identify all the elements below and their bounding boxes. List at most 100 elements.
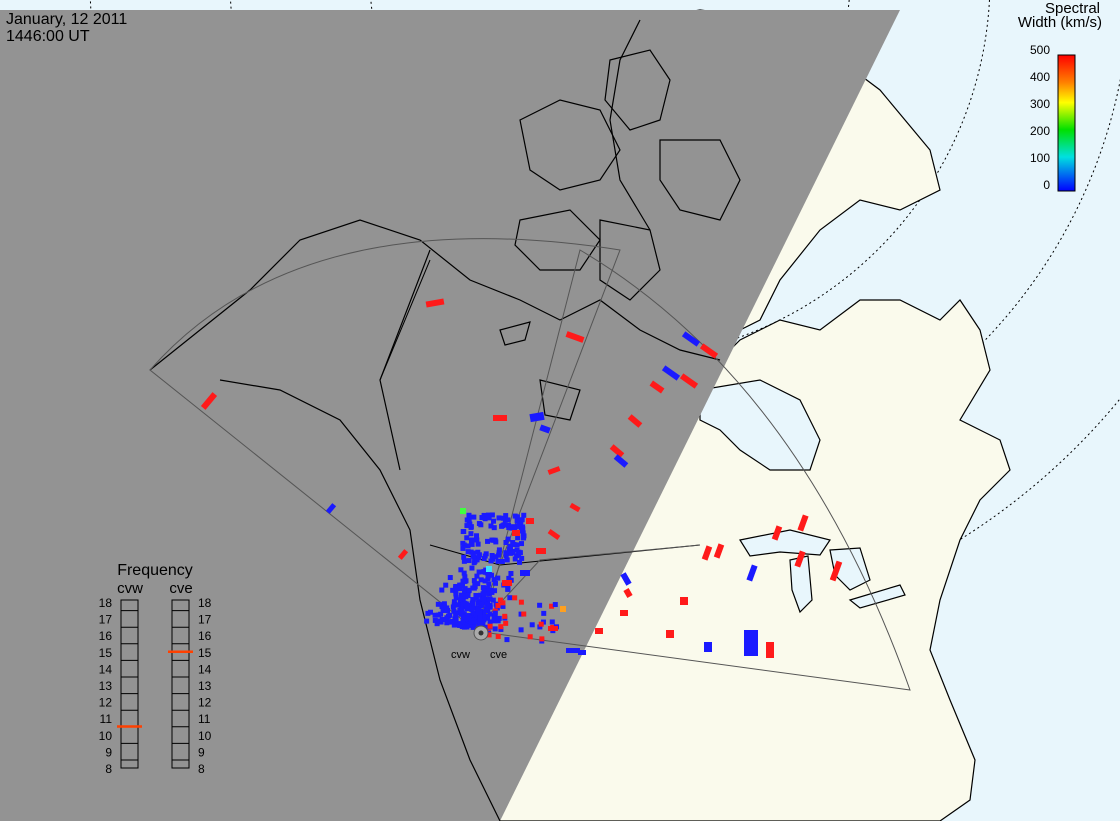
frequency-tick-label-cvw: 12	[99, 696, 113, 710]
echo-cell	[475, 549, 481, 555]
echo-cell	[487, 619, 493, 625]
echo-cell	[451, 622, 457, 628]
frequency-tick-label-cvw: 16	[99, 629, 113, 643]
echo-cell	[492, 626, 498, 632]
frequency-tick-label-cvw: 14	[99, 662, 113, 676]
echo-cell	[504, 557, 510, 563]
echo-cell	[527, 634, 533, 640]
echo-cell	[477, 592, 483, 598]
echo-cell	[566, 648, 580, 653]
echo-cell	[512, 513, 518, 519]
echo-cell	[460, 578, 466, 584]
echo-cell	[496, 547, 502, 553]
echo-cell	[701, 545, 713, 561]
echo-cell	[486, 515, 492, 521]
echo-cell	[464, 517, 470, 523]
colorbar-tick-label: 300	[1030, 97, 1050, 111]
echo-cell	[492, 613, 498, 619]
frequency-panel: Frequency cvw cve 18 18 17 17 16 16 15 15 14 14 13…	[99, 562, 212, 776]
echo-cell	[520, 524, 526, 530]
echo-cell	[434, 621, 440, 627]
echo-cell	[478, 577, 484, 583]
echo-cell	[512, 530, 520, 536]
date-label: January, 12 2011	[6, 11, 127, 28]
radar-sites: cvw cve	[451, 625, 507, 661]
echo-cell	[461, 558, 467, 564]
echo-cell	[496, 515, 502, 521]
echo-cell	[461, 528, 467, 534]
echo-cell	[468, 538, 474, 544]
echo-cell	[470, 624, 476, 630]
echo-cell	[463, 616, 469, 622]
echo-cell	[549, 603, 555, 609]
echo-cell	[473, 593, 479, 599]
echo-cell	[521, 512, 527, 518]
echo-cell	[470, 550, 476, 556]
echo-cell	[474, 573, 480, 579]
echo-cell	[464, 535, 470, 541]
echo-cell	[492, 610, 498, 616]
echo-cell	[486, 632, 492, 638]
frequency-label-cve: cve	[169, 580, 192, 597]
hudson-bay	[699, 379, 821, 471]
echo-cell	[469, 565, 475, 571]
color-bar: Spectral Width (km/s) 500 400 300 200 100 0	[1018, 0, 1102, 192]
echo-cell	[515, 535, 521, 541]
radar-label-cve: cve	[490, 649, 507, 661]
echo-cell	[569, 502, 581, 513]
echo-cell	[477, 610, 483, 616]
echo-cell	[453, 595, 459, 601]
echo-cell	[484, 624, 490, 630]
echo-cell	[475, 581, 481, 587]
echo-cell	[478, 601, 484, 607]
echo-cell	[451, 608, 457, 614]
echo-cell	[482, 516, 488, 522]
echo-cell	[521, 611, 527, 617]
echo-cell	[482, 578, 488, 584]
echo-cell	[432, 617, 438, 623]
echo-cell	[325, 503, 337, 514]
echo-cell	[436, 612, 442, 618]
echo-cell	[441, 607, 447, 613]
echo-cell	[475, 600, 481, 606]
echo-cell	[481, 617, 487, 623]
echo-cell	[537, 624, 543, 630]
echo-cell	[493, 554, 499, 560]
echo-cell	[472, 605, 478, 611]
echo-cell	[473, 595, 479, 601]
colorbar-tick-label: 500	[1030, 43, 1050, 57]
echo-cell	[458, 611, 464, 617]
echo-cell	[200, 392, 218, 410]
echo-cell	[504, 637, 510, 643]
echo-cell	[457, 597, 463, 603]
echo-cell	[481, 591, 487, 597]
echo-cell	[829, 560, 843, 582]
echo-cell	[484, 570, 490, 576]
frequency-tick-label-cve: 17	[198, 613, 212, 627]
echo-cell	[521, 535, 527, 541]
echo-cell	[681, 331, 701, 347]
echo-cell	[661, 365, 681, 381]
echo-cell	[507, 545, 513, 551]
echo-cell	[463, 601, 469, 607]
echo-cell	[620, 572, 632, 586]
echo-cell	[486, 590, 492, 596]
echo-cell	[425, 610, 431, 616]
echo-cell	[518, 627, 524, 633]
echo-cell	[460, 540, 466, 546]
echo-cell	[471, 578, 477, 584]
fov-cvw	[149, 238, 621, 631]
frequency-tick-label-cve: 14	[198, 662, 212, 676]
echo-cell	[485, 608, 491, 614]
frequency-tick-label-cve: 18	[198, 596, 212, 610]
echo-cell	[441, 601, 447, 607]
echo-cell	[475, 541, 481, 547]
echo-cell	[506, 522, 512, 528]
echo-cell	[481, 556, 487, 562]
frequency-tick-label-cve: 16	[198, 629, 212, 643]
frequency-label-cvw: cvw	[117, 580, 143, 597]
echo-cell	[474, 537, 480, 543]
echo-cell	[474, 533, 480, 539]
echo-cell	[520, 570, 530, 576]
